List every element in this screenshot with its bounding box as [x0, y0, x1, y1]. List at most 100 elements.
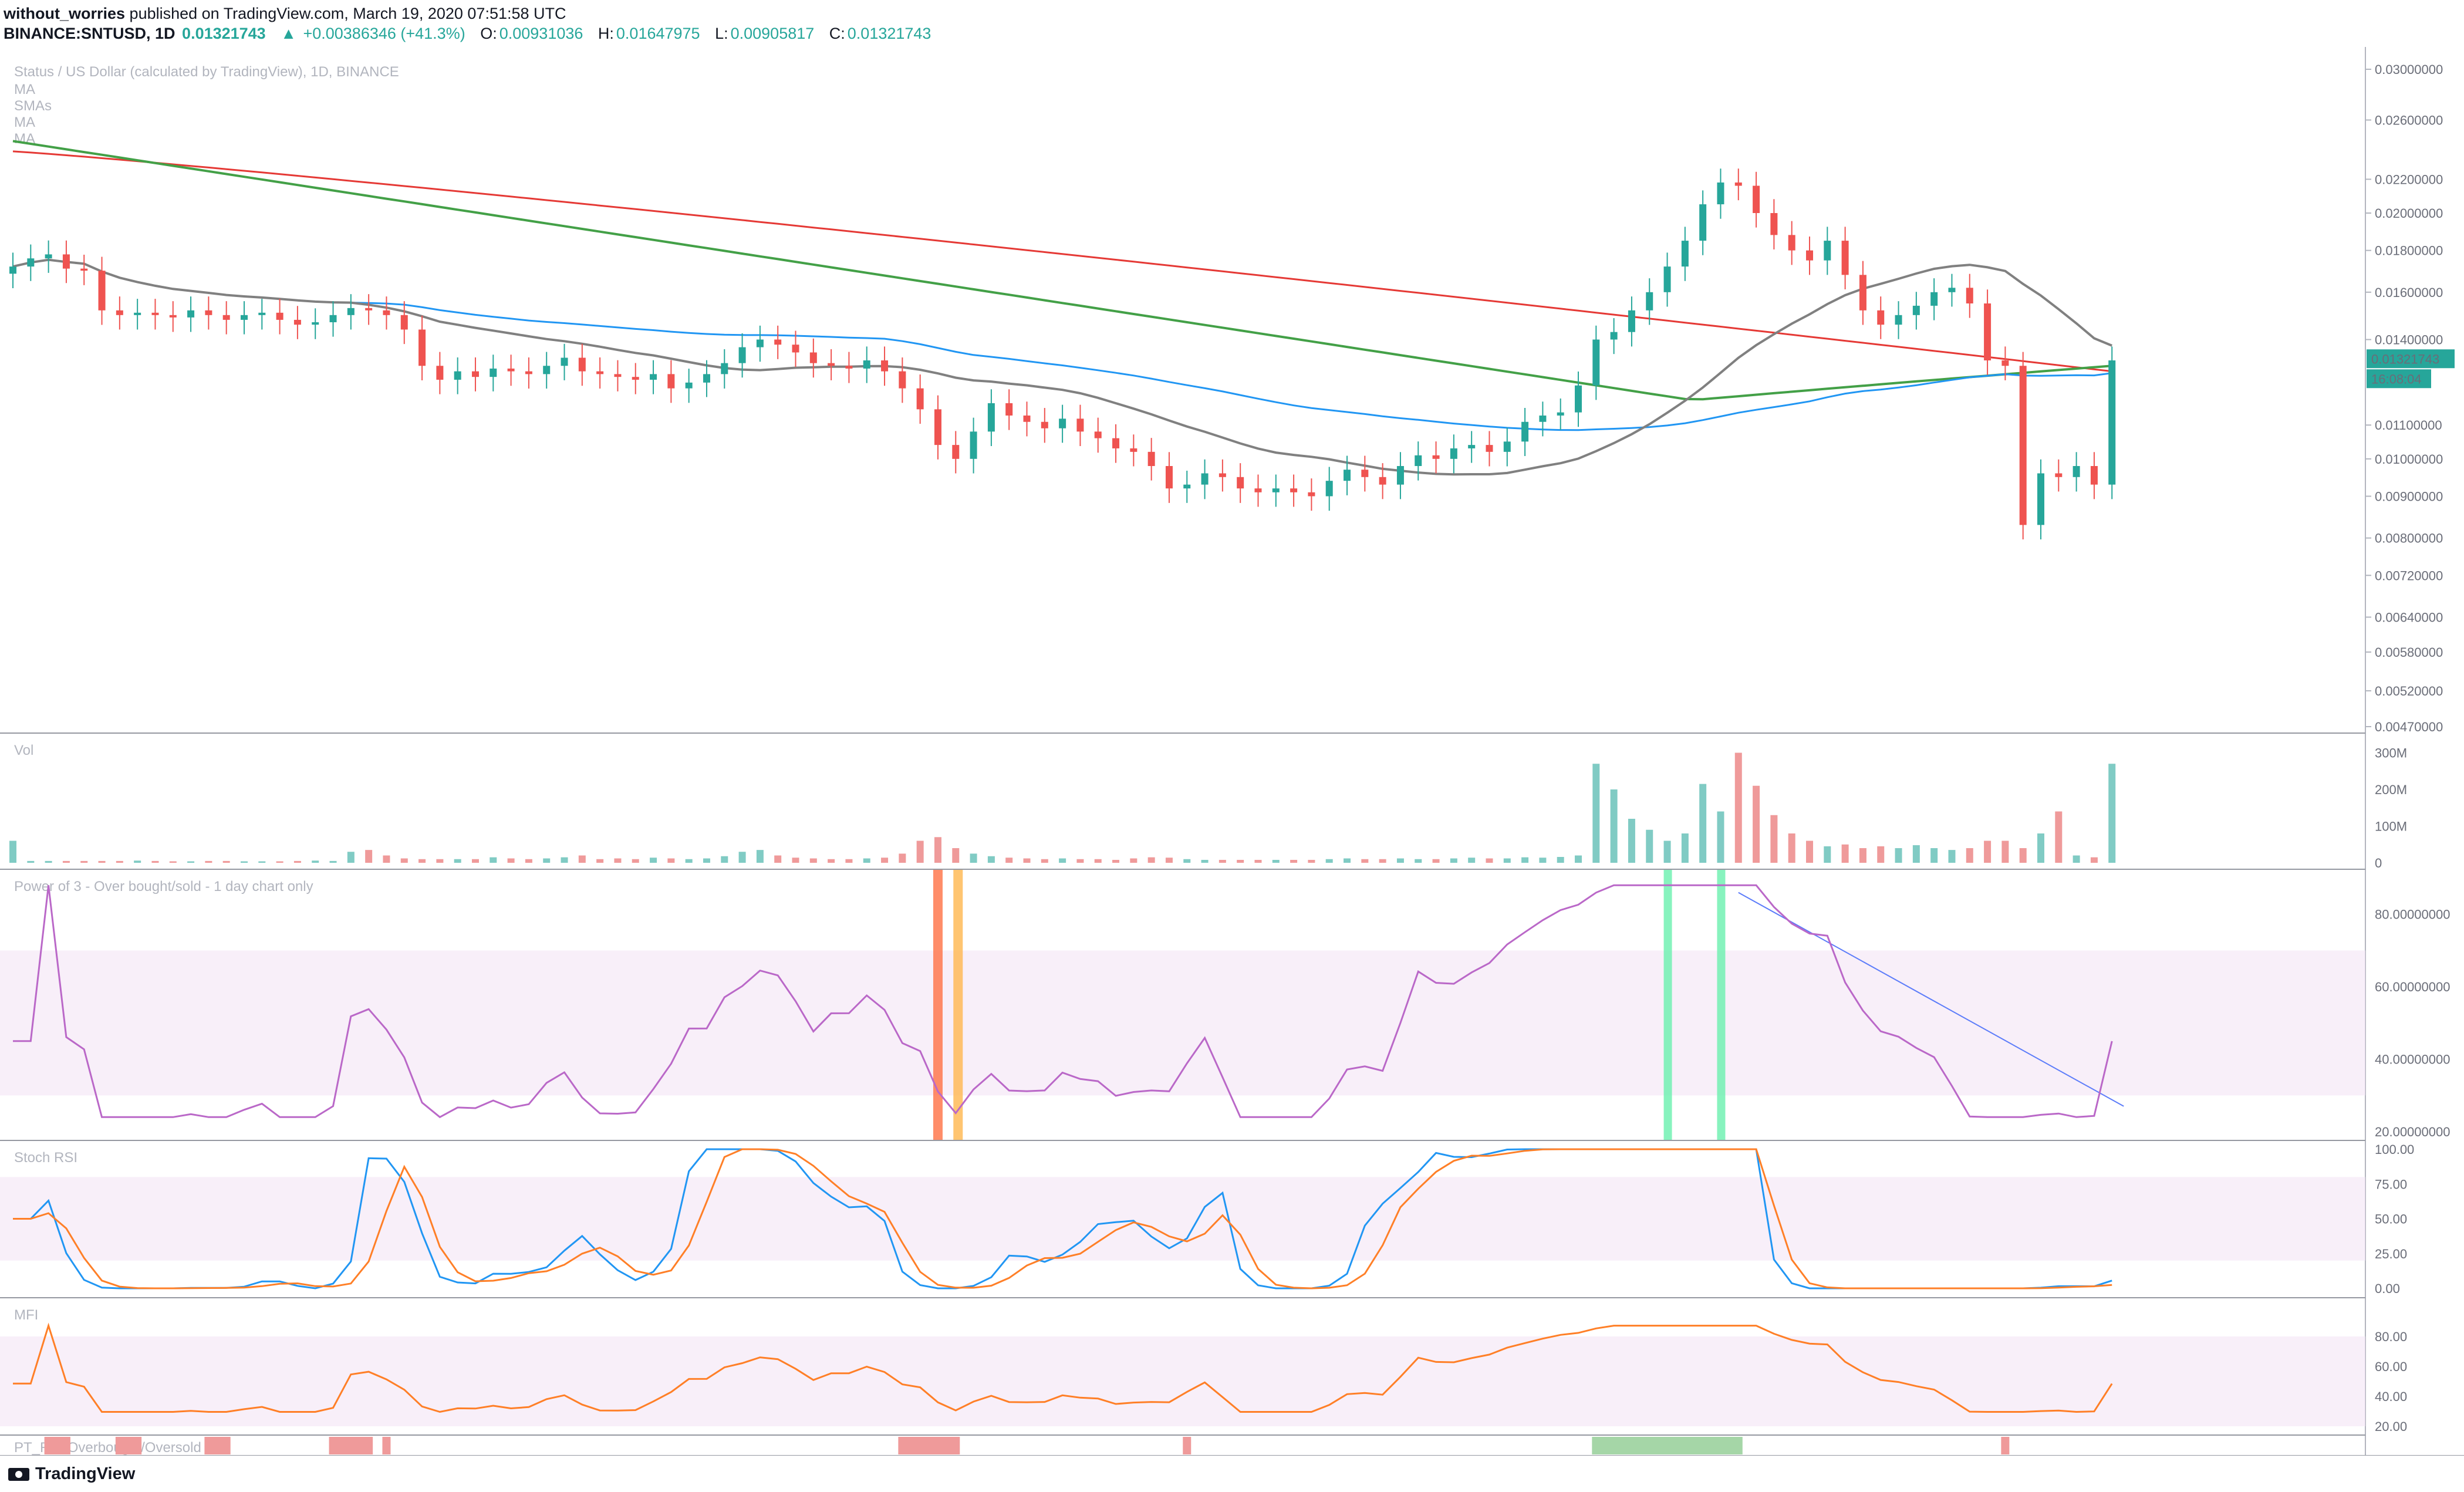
open-label: O: [480, 25, 497, 42]
candle-body [293, 319, 301, 325]
candle-body [916, 388, 924, 410]
volume-bar [1237, 860, 1244, 863]
indicator-legend-label: MA [14, 114, 35, 130]
candle-body [721, 363, 728, 374]
stoch-rsi-tick-label: 75.00 [2375, 1177, 2407, 1191]
volume-bar [561, 857, 568, 863]
price-tick-label: 0.01000000 [2375, 452, 2443, 467]
candle-body [347, 308, 355, 315]
candle-body [1717, 182, 1724, 205]
volume-bar [240, 861, 248, 863]
volume-bar [1041, 859, 1048, 863]
author-name[interactable]: without_worries [4, 5, 126, 22]
volume-bar [1165, 858, 1173, 863]
volume-bar [1023, 858, 1031, 863]
volume-tick-label: 300M [2375, 746, 2407, 761]
volume-bar [383, 855, 390, 863]
candle-body [1539, 415, 1547, 422]
volume-bar [1734, 752, 1742, 863]
candle-body [1361, 470, 1369, 477]
candle-body [1877, 310, 1885, 325]
volume-bar [632, 859, 639, 863]
candle-body [418, 329, 426, 366]
volume-pane-title: Vol [14, 742, 33, 758]
volume-bar [1877, 846, 1885, 863]
price-tick-label: 0.01800000 [2375, 244, 2443, 258]
volume-bar [1432, 859, 1440, 863]
volume-bar [1575, 855, 1582, 863]
volume-bar [1361, 859, 1369, 863]
candle-body [45, 254, 52, 259]
volume-bar [1824, 846, 1831, 863]
volume-bar [1130, 858, 1138, 863]
volume-bar [187, 861, 195, 863]
volume-tick-label: 100M [2375, 819, 2407, 834]
volume-bar [1895, 848, 1902, 863]
candle-body [1094, 431, 1102, 438]
candle-body [1681, 241, 1689, 267]
volume-bar [400, 858, 408, 863]
ma-gray-line [12, 258, 2112, 476]
candle-body [1930, 292, 1938, 306]
candle-body [365, 308, 373, 310]
candle-body [685, 382, 693, 389]
oversold-highlight [953, 870, 963, 1140]
volume-tick-label: 0 [2375, 856, 2382, 870]
volume-bar [828, 859, 835, 863]
volume-bar [45, 860, 52, 863]
pt-rsi-oversold-block [329, 1437, 373, 1454]
trend-line[interactable] [1738, 892, 2124, 1107]
candle-body [1699, 204, 1707, 241]
candle-body [1984, 303, 1992, 361]
price-tick-label: 0.01600000 [2375, 285, 2443, 300]
volume-bar [9, 840, 16, 863]
price-tick-label: 0.01100000 [2375, 418, 2442, 433]
candle-body [899, 371, 906, 389]
candle-body [1628, 310, 1635, 332]
power-of-3-tick-label: 40.00000000 [2375, 1052, 2450, 1067]
candle-body [151, 312, 159, 315]
volume-bar [1788, 833, 1795, 863]
volume-bar [293, 860, 301, 863]
candle-body [1646, 292, 1653, 310]
footer-brand[interactable]: TradingView [8, 1464, 135, 1484]
price-tick-label: 0.00800000 [2375, 531, 2443, 546]
change-arrow-icon: ▲ [281, 25, 296, 42]
volume-bar [1912, 845, 1920, 863]
candle-body [1130, 448, 1138, 452]
volume-bar [1468, 858, 1476, 863]
volume-bar [863, 858, 870, 863]
candle-body [525, 371, 532, 374]
candle-body [258, 312, 266, 315]
candle-body [1041, 421, 1048, 428]
candle-body [187, 310, 195, 318]
chart-canvas[interactable]: 0.03000000 0.02600000 0.02200000 0.02000000… [0, 47, 2464, 1456]
volume-bar [2055, 811, 2063, 863]
volume-bar [347, 852, 355, 863]
candle-body [1450, 448, 1457, 459]
pt-rsi-oversold-block [115, 1437, 142, 1454]
volume-bar [1379, 859, 1386, 863]
volume-bar [1841, 844, 1849, 863]
high-label: H: [598, 25, 614, 42]
volume-bar [490, 857, 497, 863]
symbol-label[interactable]: BINANCE:SNTUSD, 1D [4, 25, 175, 42]
candle-body [1966, 288, 1973, 303]
mfi-band [0, 1336, 2365, 1426]
volume-bar [1717, 811, 1724, 863]
candle-body [2055, 473, 2063, 477]
pt-rsi-oversold-block [382, 1437, 391, 1454]
volume-bar [507, 858, 515, 863]
candle-body [756, 339, 764, 347]
volume-bar [614, 858, 622, 863]
candle-body [1272, 488, 1280, 492]
candle-body [400, 315, 408, 330]
volume-bar [703, 858, 710, 863]
stoch-rsi-tick-label: 0.00 [2375, 1281, 2400, 1296]
price-tick-label: 0.03000000 [2375, 62, 2443, 77]
close-value: 0.01321743 [847, 25, 931, 42]
stoch-rsi-tick-label: 50.00 [2375, 1212, 2407, 1227]
candle-body [1165, 466, 1173, 489]
candle-body [1308, 492, 1315, 497]
volume-bar [1112, 860, 1120, 863]
